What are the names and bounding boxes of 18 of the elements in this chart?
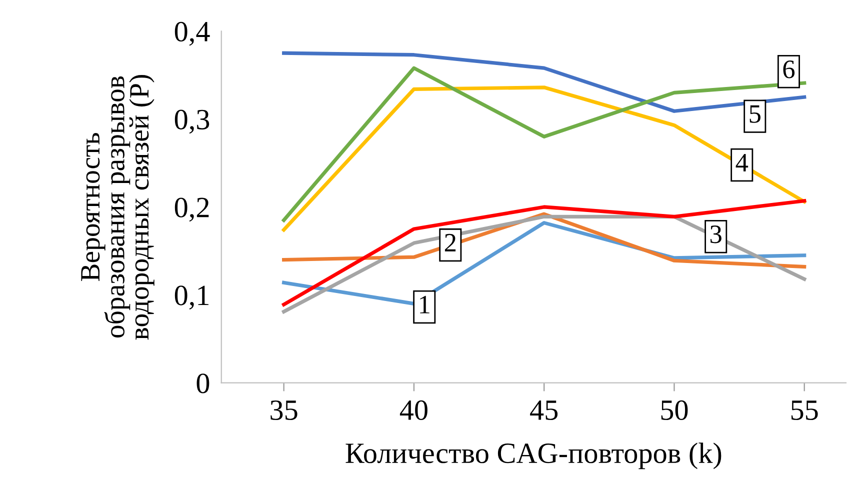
x-tick-label: 35 bbox=[270, 400, 298, 420]
y-axis-title: Вероятность образования разрывов водородных связей (P) bbox=[81, 74, 154, 340]
series-label: 5 bbox=[750, 105, 760, 123]
series-label: 6 bbox=[783, 60, 795, 78]
y-tick-label: 0 bbox=[196, 374, 210, 394]
y-tick-label: 0,3 bbox=[174, 110, 210, 134]
y-tick-label: 0,2 bbox=[174, 198, 209, 222]
x-tick-label: 45 bbox=[530, 400, 558, 420]
series-label: 1 bbox=[420, 296, 430, 314]
x-axis-title: Количество CAG-повторов (k) bbox=[346, 442, 722, 470]
series-label: 3 bbox=[710, 226, 722, 244]
x-tick-label: 50 bbox=[661, 400, 688, 420]
y-tick-label: 0,4 bbox=[174, 22, 210, 46]
series-label: 4 bbox=[736, 154, 748, 172]
x-tick-label: 40 bbox=[400, 400, 428, 420]
x-tick-label: 55 bbox=[791, 400, 818, 420]
series-label: 2 bbox=[444, 234, 456, 252]
y-tick-label: 0,1 bbox=[174, 286, 209, 310]
